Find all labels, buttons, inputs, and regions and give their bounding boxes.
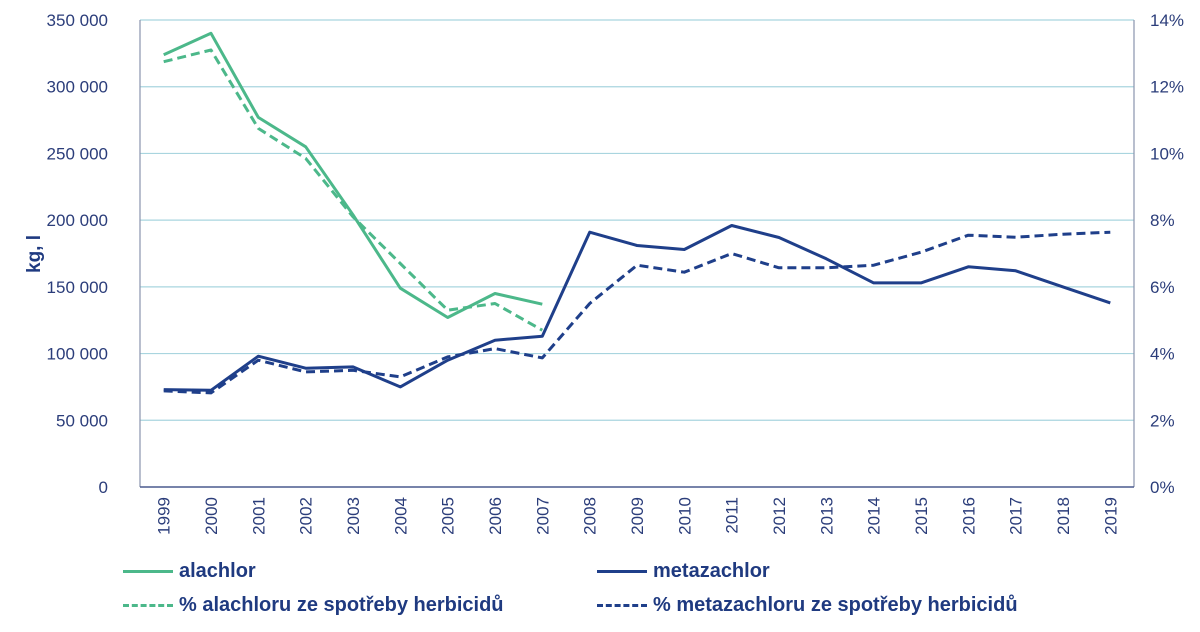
series-lines <box>163 31 1111 395</box>
y2-tick-label: 4% <box>1150 345 1175 364</box>
y-tick-label: 150 000 <box>47 278 108 297</box>
x-tick-label: 2006 <box>486 497 505 535</box>
legend-item-metazachlor: metazachlor <box>597 560 770 583</box>
y-tick-label: 250 000 <box>47 144 108 163</box>
y-axis-ticks: 0 50 000 100 000 150 000 200 000 250 000 300 0… <box>47 11 108 497</box>
x-tick-label: 2009 <box>628 497 647 535</box>
y2-axis-ticks: 0% 2% 4% 6% 8% 10% 12% 14% <box>1150 11 1184 497</box>
series-line-metazachloru-ze-spot-eby-herbicid <box>163 230 1111 395</box>
y-axis-label: kg, l <box>24 235 45 273</box>
legend-swatch-solid-navy <box>597 570 647 573</box>
legend-label: alachlor <box>179 560 256 582</box>
x-tick-label: 2014 <box>865 497 884 535</box>
legend-label: metazachlor <box>653 560 770 582</box>
x-tick-label: 2010 <box>675 497 694 535</box>
y2-tick-label: 10% <box>1150 144 1184 163</box>
x-axis-ticks: 1999 2000 2001 2002 2003 2004 2005 2006 2007 2008… <box>155 497 1121 535</box>
x-tick-label: 2000 <box>202 497 221 535</box>
x-tick-label: 2002 <box>297 497 316 535</box>
axes <box>139 20 1135 488</box>
x-tick-label: 2015 <box>912 497 931 535</box>
x-tick-label: 2001 <box>249 497 268 535</box>
x-tick-label: 2011 <box>723 497 742 534</box>
legend-item-alachlor-percent: % alachloru ze spotřeby herbicidů <box>123 594 504 617</box>
legend-item-alachlor: alachlor <box>123 560 256 583</box>
legend-swatch-solid-green <box>123 570 173 573</box>
legend-label: % alachloru ze spotřeby herbicidů <box>179 594 504 616</box>
y-tick-label: 200 000 <box>47 211 108 230</box>
gridlines <box>140 19 1134 421</box>
x-tick-label: 2004 <box>391 497 410 535</box>
y-tick-label: 300 000 <box>47 78 108 97</box>
y-tick-label: 350 000 <box>47 11 108 30</box>
y2-tick-label: 12% <box>1150 78 1184 97</box>
legend-swatch-dashed-navy <box>597 604 647 607</box>
y-tick-label: 0 <box>99 478 108 497</box>
y-tick-label: 50 000 <box>56 411 108 430</box>
x-tick-label: 1999 <box>155 497 174 535</box>
x-tick-label: 2019 <box>1101 497 1120 535</box>
x-tick-label: 2018 <box>1054 497 1073 535</box>
series-line-alachloru-ze-spot-eby-herbicid <box>163 48 544 332</box>
x-tick-label: 2012 <box>770 497 789 535</box>
y2-tick-label: 6% <box>1150 278 1175 297</box>
x-tick-label: 2003 <box>344 497 363 535</box>
y2-tick-label: 8% <box>1150 211 1175 230</box>
x-tick-label: 2005 <box>439 497 458 535</box>
y-tick-label: 100 000 <box>47 345 108 364</box>
series-line-metazachlor <box>163 224 1111 392</box>
legend-swatch-dashed-green <box>123 604 173 607</box>
y2-tick-label: 14% <box>1150 11 1184 30</box>
series-line-alachlor <box>163 31 543 319</box>
legend-item-metazachlor-percent: % metazachloru ze spotřeby herbicidů <box>597 594 1018 617</box>
x-tick-label: 2007 <box>533 497 552 535</box>
x-tick-label: 2016 <box>959 497 978 535</box>
x-tick-label: 2013 <box>817 497 836 535</box>
y2-tick-label: 2% <box>1150 411 1175 430</box>
y2-tick-label: 0% <box>1150 478 1175 497</box>
legend-label: % metazachloru ze spotřeby herbicidů <box>653 594 1018 616</box>
x-tick-label: 2008 <box>581 497 600 535</box>
x-tick-label: 2017 <box>1007 497 1026 535</box>
